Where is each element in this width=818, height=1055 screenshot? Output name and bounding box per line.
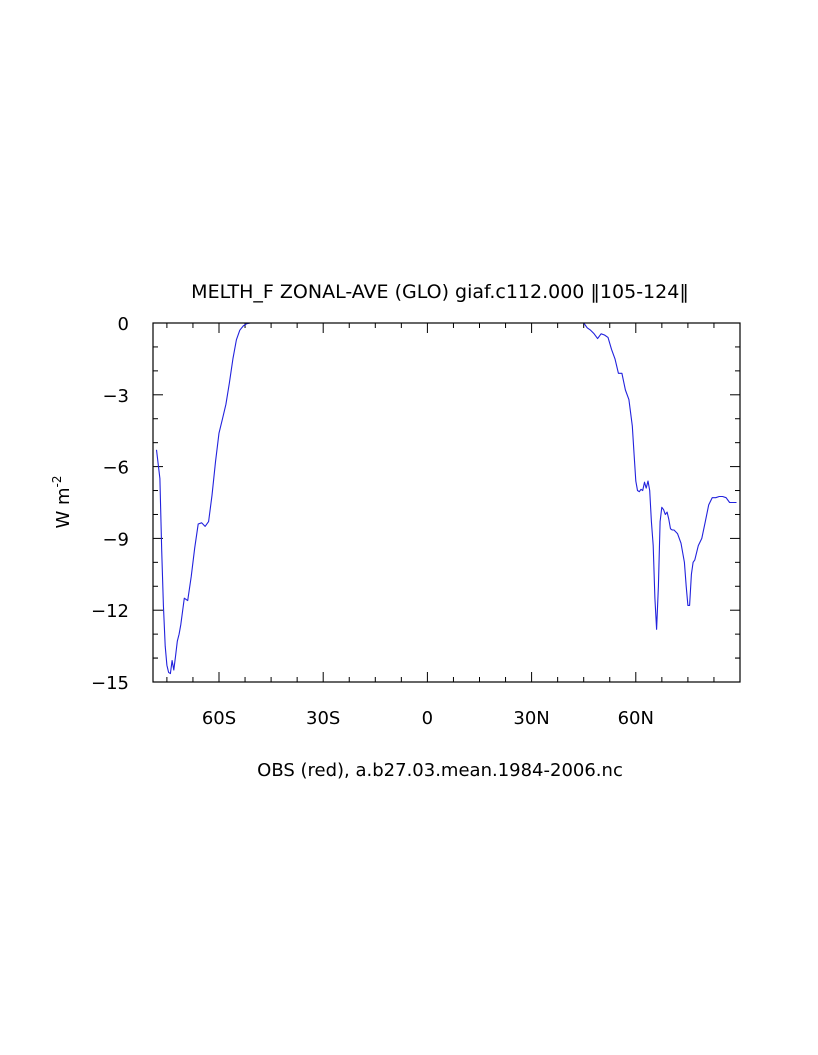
y-tick-label: −12 bbox=[91, 601, 129, 622]
series-line-segment bbox=[583, 322, 737, 630]
series-line-segment bbox=[155, 322, 254, 675]
y-tick-label: −9 bbox=[102, 529, 129, 550]
chart-title: MELTH_F ZONAL-AVE (GLO) giaf.c112.000 ‖1… bbox=[191, 281, 689, 303]
x-tick-label: 30N bbox=[513, 708, 549, 729]
axis-ticks bbox=[153, 322, 741, 683]
y-tick-label: −6 bbox=[102, 458, 129, 479]
data-series-layer bbox=[155, 322, 737, 675]
y-tick-label: −3 bbox=[102, 386, 129, 407]
y-axis-label-base: W m bbox=[53, 487, 74, 528]
y-axis-label: W m-2 bbox=[50, 475, 74, 528]
y-axis-label-exponent: -2 bbox=[50, 475, 64, 487]
x-tick-label: 60S bbox=[202, 708, 236, 729]
axis-tick-labels: 60S 30S 0 30N 60N 0 −3 −6 −9 −12 −15 bbox=[91, 314, 654, 729]
x-tick-label: 30S bbox=[306, 708, 340, 729]
x-tick-label: 60N bbox=[618, 708, 654, 729]
x-tick-label: 0 bbox=[422, 708, 433, 729]
x-axis-label: OBS (red), a.b27.03.mean.1984-2006.nc bbox=[257, 760, 623, 781]
plot-frame bbox=[152, 322, 741, 683]
y-tick-label: 0 bbox=[118, 314, 129, 335]
y-tick-label: −15 bbox=[91, 673, 129, 694]
